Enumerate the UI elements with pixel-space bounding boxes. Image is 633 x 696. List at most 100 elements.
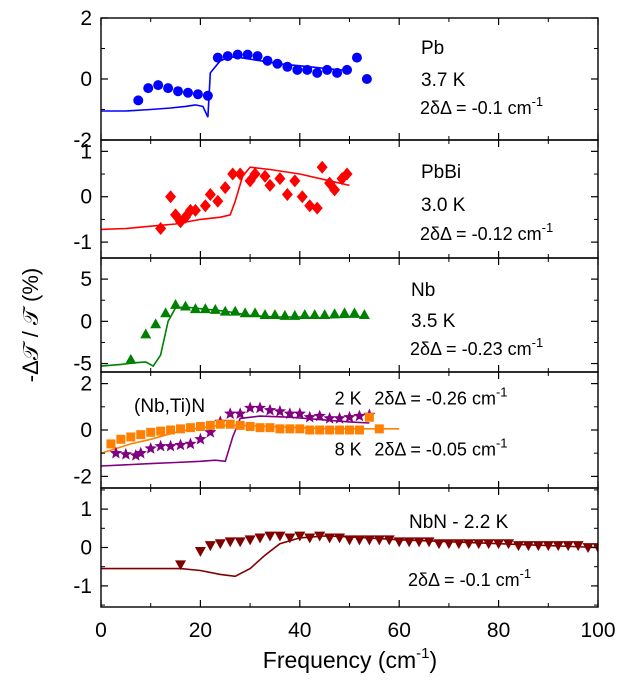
y-tick-label: -5 [73, 353, 92, 376]
data-point [254, 533, 266, 544]
y-tick-label: -1 [73, 231, 92, 254]
data-point [199, 199, 211, 213]
data-point [572, 541, 584, 552]
x-axis-label: Frequency (cm-1) [263, 645, 437, 673]
data-point [204, 187, 216, 201]
data-point [304, 533, 316, 544]
data-point [443, 539, 455, 550]
data-point [332, 67, 343, 78]
data-point [134, 446, 147, 459]
data-point [363, 535, 375, 546]
panel-nbn: -1 0 1 NbN - 2.2 K 2δΔ = -0.1 cm-1 [73, 487, 599, 608]
y-tick-label: -2 [73, 465, 92, 488]
data-point [146, 427, 156, 437]
gap-annotation: 2δΔ = -0.26 cm-1 [374, 385, 507, 409]
y-tick-label: 0 [80, 310, 92, 333]
data-point [463, 539, 475, 550]
data-point [219, 305, 231, 316]
data-point [194, 546, 206, 557]
data-point [324, 533, 336, 544]
data-point [215, 419, 225, 429]
data-point [322, 64, 333, 75]
data-point [263, 403, 277, 416]
data-point [264, 531, 276, 542]
data-point [202, 90, 213, 101]
marker-group [125, 298, 370, 364]
data-point [351, 52, 362, 63]
curve-group [101, 56, 350, 118]
panel-nb: -5 0 5 Nb 3.5 K 2δΔ = -0.23 cm-1 [73, 257, 599, 376]
data-point [156, 426, 166, 436]
data-point [199, 303, 211, 314]
data-point [343, 410, 356, 423]
data-point [160, 307, 172, 318]
data-point [334, 533, 346, 544]
data-point [239, 307, 251, 318]
data-point [299, 309, 311, 319]
data-point [243, 401, 257, 414]
data-point [116, 434, 126, 444]
data-point [170, 298, 182, 309]
data-point [493, 539, 505, 550]
panel-pb: -2 0 2 Pb 3.7 K 2δΔ = -0.1 cm-1 [73, 7, 599, 152]
data-point [341, 167, 353, 181]
data-point [345, 425, 354, 435]
panel-nbtin: -2 0 2 (Nb,Ti)N 2 K 8 K 2δΔ = -0.26 cm-1 2δΔ = … [73, 371, 599, 489]
data-point [329, 308, 341, 319]
data-point [315, 425, 325, 435]
data-point [314, 531, 326, 542]
data-point [374, 424, 384, 434]
data-point [353, 409, 366, 422]
data-point [302, 64, 313, 75]
data-point [473, 539, 485, 550]
data-point [285, 424, 295, 434]
data-point [253, 401, 267, 414]
data-point [245, 422, 255, 432]
data-point [214, 539, 226, 550]
data-point [133, 95, 144, 106]
data-point [393, 537, 405, 548]
data-point [174, 438, 187, 451]
data-point [413, 537, 425, 548]
data-point [274, 172, 286, 186]
data-point [303, 410, 316, 423]
data-point [348, 307, 360, 318]
data-point [373, 535, 385, 546]
gap-annotation: 2δΔ = -0.05 cm-1 [374, 436, 507, 460]
data-point [189, 203, 201, 217]
x-tick-label: 40 [288, 619, 311, 642]
data-point [194, 432, 207, 445]
panel-label: 3.5 K [411, 311, 456, 332]
data-point [212, 194, 224, 208]
data-point [582, 543, 594, 553]
gap-annotation: 2δΔ = -0.23 cm-1 [410, 335, 543, 359]
data-point [192, 89, 203, 100]
gap-annotation: 2δΔ = -0.1 cm-1 [408, 566, 531, 590]
data-point [325, 425, 335, 435]
data-point [189, 303, 201, 314]
data-point [204, 425, 217, 438]
y-tick-label: 0 [80, 186, 92, 209]
data-point [279, 309, 291, 320]
data-point [119, 447, 132, 460]
data-point [173, 86, 184, 97]
data-point [269, 309, 281, 319]
data-point [265, 423, 275, 433]
data-point [319, 309, 331, 319]
data-point [272, 58, 283, 69]
data-point [227, 167, 239, 181]
data-point [175, 560, 187, 571]
fit-curve [101, 166, 350, 231]
data-point [333, 411, 346, 424]
data-point [234, 407, 247, 419]
data-point [339, 307, 351, 318]
data-point [344, 535, 355, 546]
data-point [252, 51, 263, 62]
data-point [184, 437, 197, 450]
marker-group [106, 401, 384, 461]
data-point [293, 407, 306, 419]
data-point [295, 424, 305, 434]
data-point [212, 52, 223, 63]
data-point [284, 533, 296, 544]
data-point [219, 181, 231, 195]
